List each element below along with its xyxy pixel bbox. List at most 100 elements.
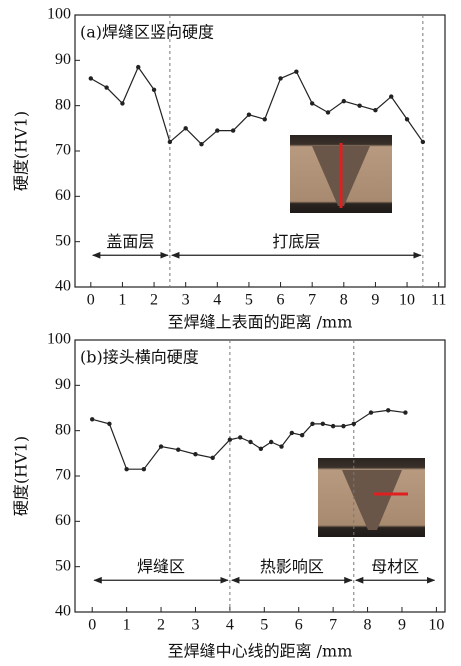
x-tick-label: 11 [431,292,446,309]
y-axis-label: 硬度(HV1) [12,436,31,516]
y-tick-label: 60 [55,512,71,529]
region-label: 热影响区 [260,557,324,576]
inset-photo-a [290,135,392,213]
data-point [227,437,233,442]
data-point [88,76,94,81]
data-point [389,94,394,99]
panel: 40 50 60 70 80 90 100 0 1 2 3 4 5 6 7 8 9 10 (b)接头横向硬度至焊缝中… [12,331,446,661]
data-point [176,447,181,452]
data-point [309,101,315,106]
data-point [136,64,141,70]
y-tick-label: 50 [55,232,71,249]
y-tick-label: 100 [47,6,71,23]
x-tick-label: 0 [88,617,96,634]
data-point [230,128,236,133]
data-point [90,417,95,422]
data-point [104,85,109,90]
x-tick-label: 8 [364,617,372,634]
data-point [299,433,305,438]
x-tick-label: 5 [245,292,253,309]
region-label: 盖面层 [106,232,154,251]
panel: 40 50 60 70 80 90 100 0 1 2 3 4 5 6 7 8 9 10 11 (a)焊缝区竖向硬度至… [12,6,447,332]
data-point [262,117,267,122]
data-point [210,455,215,461]
x-tick-label: 3 [182,292,190,309]
x-tick-label: 7 [308,292,316,309]
y-tick-label: 70 [55,142,71,159]
x-tick-label: 10 [428,617,444,634]
y-tick-label: 100 [47,331,71,348]
y-tick-label: 60 [55,187,71,204]
data-point [258,446,264,451]
data-point [124,467,129,472]
x-tick-label: 4 [213,292,221,309]
x-tick-label: 1 [123,617,131,634]
x-tick-label: 6 [295,617,303,634]
y-tick-label: 80 [55,421,71,438]
data-point [420,139,426,145]
y-tick-label: 50 [55,557,71,574]
x-tick-label: 6 [277,292,285,309]
data-point [341,98,347,104]
data-point [120,101,125,106]
data-point [325,110,331,115]
panel-title: (b)接头横向硬度 [80,348,199,367]
data-point [279,444,284,449]
data-point [268,439,274,445]
data-point [199,142,204,147]
data-point [404,117,410,122]
x-tick-label: 7 [329,617,337,634]
panel-title: (a)焊缝区竖向硬度 [80,23,214,42]
data-point [330,423,336,429]
x-axis-label: 至焊缝上表面的距离 /mm [168,313,353,332]
x-tick-label: 1 [118,292,126,309]
y-tick-label: 40 [55,603,71,620]
x-tick-label: 9 [398,617,406,634]
data-point [289,430,295,436]
data-point [158,444,164,449]
data-point [351,421,356,427]
x-tick-label: 0 [87,292,95,309]
data-point [278,76,283,81]
y-tick-label: 90 [55,376,71,393]
region-label: 母材区 [371,557,419,576]
x-tick-label: 9 [371,292,379,309]
y-tick-label: 70 [55,467,71,484]
data-point [248,439,253,445]
data-point [238,435,243,440]
x-tick-label: 4 [226,617,234,634]
data-point [151,87,157,93]
x-tick-label: 2 [150,292,158,309]
x-tick-label: 8 [340,292,348,309]
y-tick-label: 90 [55,51,71,68]
data-point [215,128,220,133]
data-point [368,410,374,415]
data-point [357,103,362,108]
data-point [320,421,326,427]
data-point [183,126,188,131]
data-point [246,112,252,117]
x-tick-label: 3 [191,617,199,634]
data-point [403,410,408,415]
data-point [341,423,346,429]
data-point [107,421,112,427]
y-tick-label: 80 [55,96,71,113]
x-tick-label: 5 [260,617,268,634]
data-point [386,408,391,413]
x-tick-label: 2 [157,617,165,634]
inset-photo-b [318,458,425,537]
region-label: 焊缝区 [137,557,185,576]
y-tick-label: 40 [55,278,71,295]
data-point [193,452,198,457]
x-tick-label: 10 [399,292,415,309]
data-point [310,421,315,427]
region-label: 打底层 [272,232,320,251]
hardness-line [90,65,424,146]
y-axis-label: 硬度(HV1) [12,111,31,191]
data-point [294,69,299,74]
data-point [141,467,147,472]
data-point [373,108,378,113]
data-point [167,139,173,145]
x-axis-label: 至焊缝中心线的距离 /mm [168,642,353,661]
